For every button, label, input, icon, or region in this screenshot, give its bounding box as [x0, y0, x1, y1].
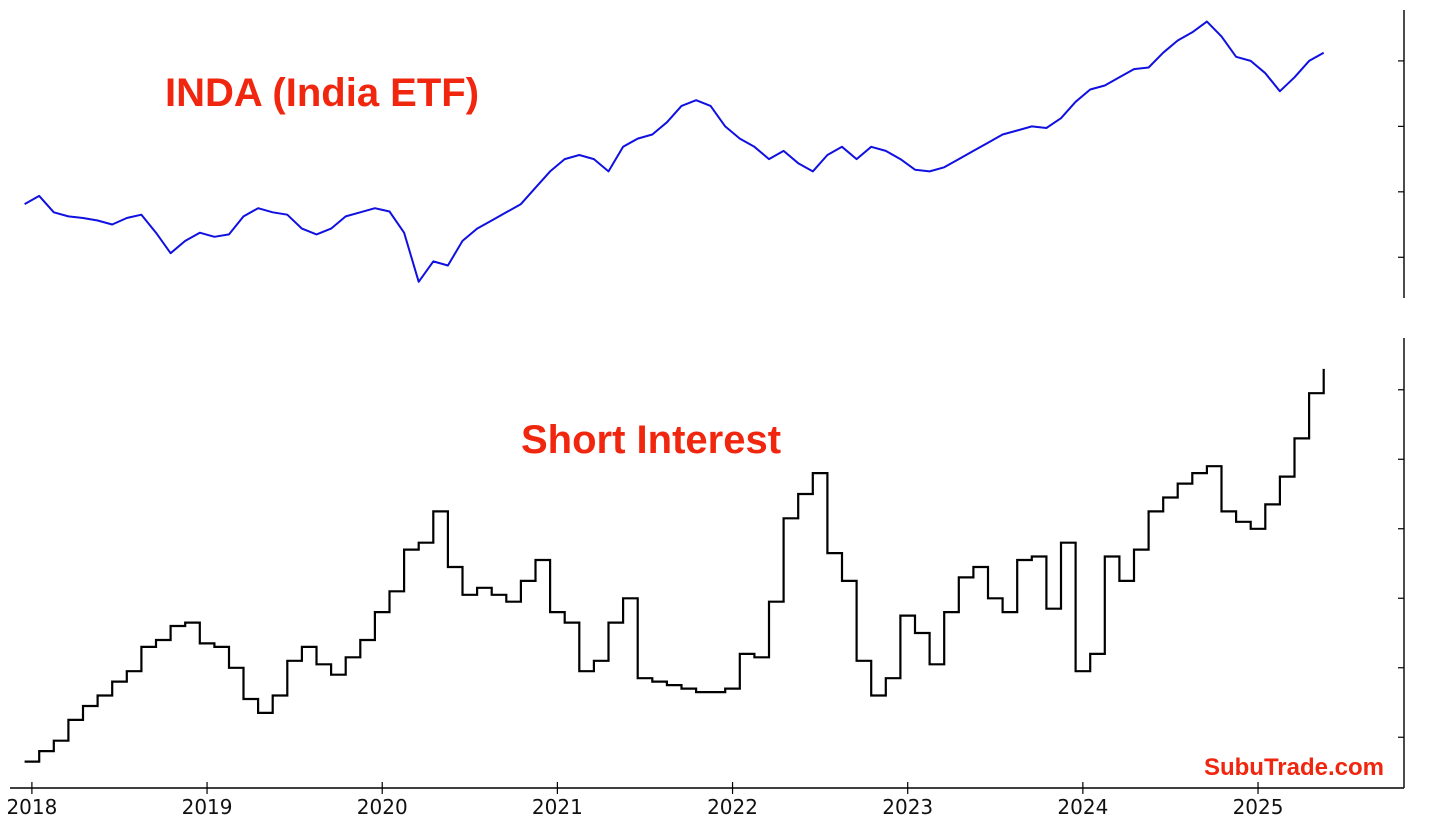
x-tick-label-2025: 2025 — [1233, 795, 1284, 819]
short-interest-line — [24, 368, 1325, 763]
x-tick-label-2019: 2019 — [182, 795, 233, 819]
inda-price-line — [24, 20, 1325, 283]
x-tick-label-2020: 2020 — [357, 795, 408, 819]
inda-y-ticks — [1398, 60, 1404, 258]
short-interest-y-ticks — [1398, 389, 1404, 738]
short-interest-title: Short Interest — [521, 418, 781, 462]
x-ticks: 2018 2019 2020 2021 2022 2023 2024 2025 — [6, 782, 1283, 819]
x-tick-label-2021: 2021 — [532, 795, 583, 819]
inda-panel: INDA (India ETF) — [24, 10, 1405, 298]
watermark: SubuTrade.com — [1204, 754, 1384, 781]
short-interest-panel: Short Interest 2018 2019 2020 2021 2022 2023 2… — [6, 338, 1405, 819]
x-tick-label-2024: 2024 — [1057, 795, 1108, 819]
inda-title: INDA (India ETF) — [165, 71, 479, 115]
x-tick-label-2018: 2018 — [6, 795, 57, 819]
x-tick-label-2023: 2023 — [882, 795, 933, 819]
x-tick-label-2022: 2022 — [707, 795, 758, 819]
